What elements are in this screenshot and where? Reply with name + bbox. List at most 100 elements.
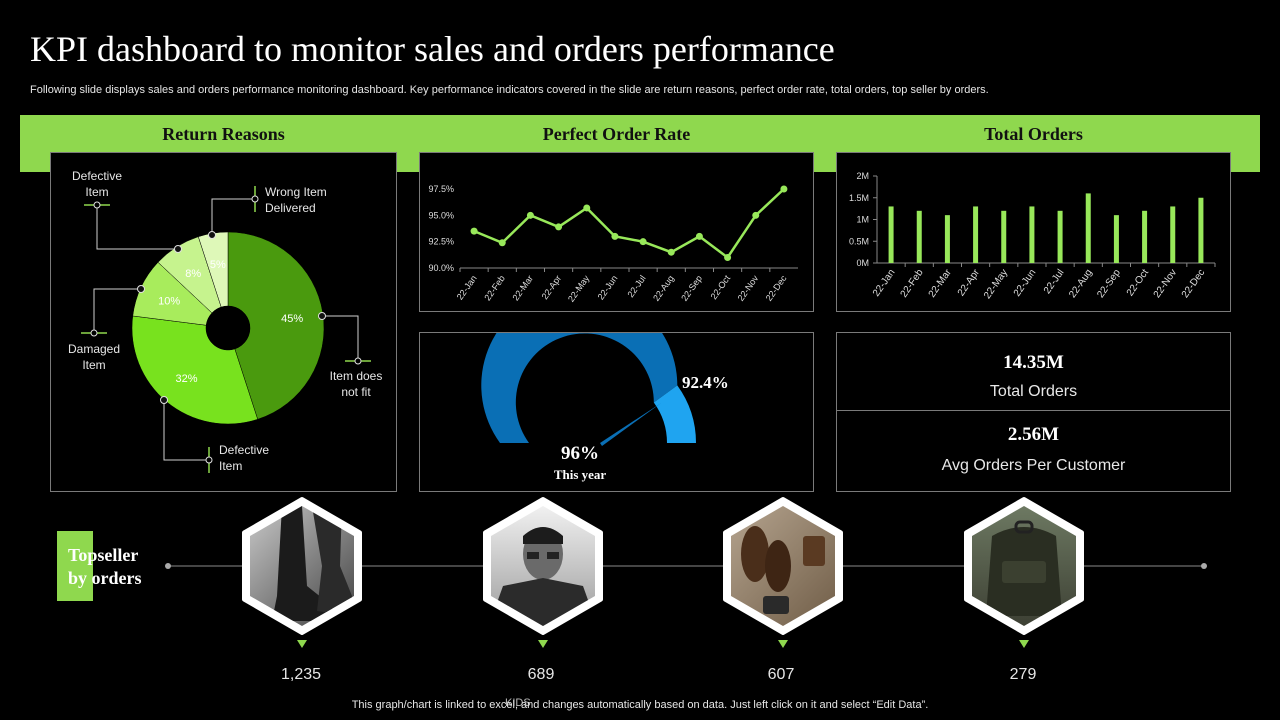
- y-tick-label: 0M: [856, 258, 869, 268]
- x-tick-label: 22-Jan: [871, 267, 898, 298]
- data-point: [752, 211, 760, 219]
- callout-text-line1: Wrong Item: [265, 185, 327, 199]
- callout-text-line1: Defective: [219, 443, 269, 457]
- x-tick-label: 22-Jul: [1042, 267, 1067, 296]
- callout-marker-dot: [354, 357, 362, 365]
- bar: [1113, 215, 1119, 263]
- data-point: [724, 253, 732, 261]
- donut-slice-label: 32%: [176, 373, 198, 385]
- x-tick-label: 22-May: [982, 267, 1010, 301]
- x-tick-label: 22-Jul: [625, 273, 647, 299]
- bar: [1029, 206, 1035, 263]
- x-tick-label: 22-Sep: [1095, 267, 1123, 300]
- bar: [888, 206, 894, 263]
- callout-dot: [208, 231, 216, 239]
- x-tick-label: 22-Dec: [764, 273, 789, 303]
- donut-slice-label: 45%: [281, 313, 303, 325]
- perfect-order-rate-panel: 90.0% 92.5% 95.0% 97.5% 22-Jan 22-Feb 22-Mar 22…: [419, 152, 814, 312]
- donut-slice-label: 5%: [210, 259, 226, 271]
- callout-dot: [137, 285, 145, 293]
- x-tick-label: 22-Feb: [482, 273, 507, 302]
- bar: [1170, 206, 1176, 263]
- x-tick-label: 22-Jan: [455, 273, 479, 301]
- callout-text-line2: Item: [85, 185, 108, 199]
- callout-line: [322, 315, 359, 361]
- callout-text-line2: Delivered: [265, 201, 316, 215]
- topseller-count-1: 1,235: [280, 666, 322, 683]
- topseller-accent-box: [57, 531, 93, 601]
- x-tick-label: 22-Jun: [1012, 267, 1039, 298]
- y-tick-label: 97.5%: [428, 184, 454, 194]
- callout-line: [96, 205, 178, 250]
- y-tick-label: 2M: [856, 171, 869, 181]
- topseller-item-4: [964, 497, 1084, 648]
- bar: [973, 206, 979, 263]
- x-tick-label: 22-Feb: [899, 267, 926, 300]
- x-tick-label: 22-Sep: [679, 273, 704, 303]
- x-tick-label: 22-Apr: [540, 273, 564, 301]
- callout-line: [93, 288, 141, 333]
- callout-text-line2: Item: [219, 459, 242, 473]
- topseller-count-4: 279: [1009, 666, 1037, 683]
- bar: [1057, 210, 1063, 263]
- bar: [944, 215, 950, 263]
- topseller-timeline: [165, 497, 1207, 648]
- avg-orders-kpi-value: 2.56M: [1007, 424, 1060, 445]
- x-tick-label: 22-Mar: [511, 273, 536, 302]
- x-tick-label: 22-Aug: [1067, 267, 1095, 300]
- data-point: [526, 211, 534, 219]
- callout-text-line1: Damaged: [68, 342, 120, 356]
- arrow-marker: [297, 640, 307, 648]
- callout-line: [163, 400, 209, 461]
- x-tick-label: 22-Jun: [596, 273, 620, 301]
- bar: [1085, 193, 1091, 263]
- footer-note: This graph/chart is linked to excel, and…: [351, 699, 929, 711]
- y-tick-label: 95.0%: [428, 210, 454, 220]
- gauge-panel: 92.4% 96% This year: [419, 332, 814, 492]
- topseller-label: Topseller by orders: [68, 544, 142, 590]
- callout-text-line1: Defective: [72, 169, 122, 183]
- page-subtitle: Following slide displays sales and order…: [30, 84, 989, 96]
- y-tick-label: 90.0%: [428, 263, 454, 273]
- x-tick-label: 22-Mar: [927, 267, 955, 300]
- avg-orders-kpi-card: 2.56M Avg Orders Per Customer: [836, 410, 1231, 492]
- callout-marker-dot: [93, 201, 101, 209]
- callout-marker-dot: [251, 195, 259, 203]
- donut-slice-label: 10%: [158, 295, 180, 307]
- callout-text-line2: not fit: [341, 385, 371, 399]
- series-line: [473, 188, 785, 260]
- data-point: [667, 248, 675, 256]
- bar: [916, 210, 922, 263]
- kids-label: KIDS: [505, 697, 531, 709]
- timeline-start-dot: [165, 563, 171, 569]
- x-tick-label: 22-Nov: [1152, 267, 1180, 300]
- arrow-marker: [778, 640, 788, 648]
- gauge-center-value: 96%: [561, 443, 599, 464]
- page-title: KPI dashboard to monitor sales and order…: [30, 29, 835, 69]
- gauge-value-label: 92.4%: [682, 373, 729, 392]
- gauge-arc-secondary: [653, 385, 696, 443]
- x-tick-label: 22-Oct: [709, 273, 733, 301]
- data-point: [470, 227, 478, 235]
- bar: [1198, 197, 1204, 263]
- x-tick-label: 22-May: [566, 273, 592, 304]
- total-orders-kpi-label: Total Orders: [989, 383, 1078, 400]
- x-tick-label: 22-Oct: [1125, 267, 1151, 298]
- callout-dot: [174, 245, 182, 253]
- callout-text-line2: Item: [82, 358, 105, 372]
- backpack-photo: [972, 506, 1076, 626]
- donut-slice-label: 8%: [185, 268, 201, 280]
- data-point: [583, 204, 591, 212]
- avg-orders-kpi-label: Avg Orders Per Customer: [941, 457, 1126, 474]
- donut-hole: [206, 306, 250, 350]
- total-orders-kpi-value: 14.35M: [1003, 352, 1064, 373]
- arrow-marker: [538, 640, 548, 648]
- gauge-arc-primary: [481, 333, 678, 443]
- x-tick-label: 22-Apr: [956, 267, 983, 298]
- boots-photo: [250, 506, 354, 626]
- timeline-end-dot: [1201, 563, 1207, 569]
- data-point: [780, 185, 788, 193]
- x-tick-label: 22-Nov: [736, 273, 761, 303]
- topseller-label-line2: by orders: [68, 568, 142, 588]
